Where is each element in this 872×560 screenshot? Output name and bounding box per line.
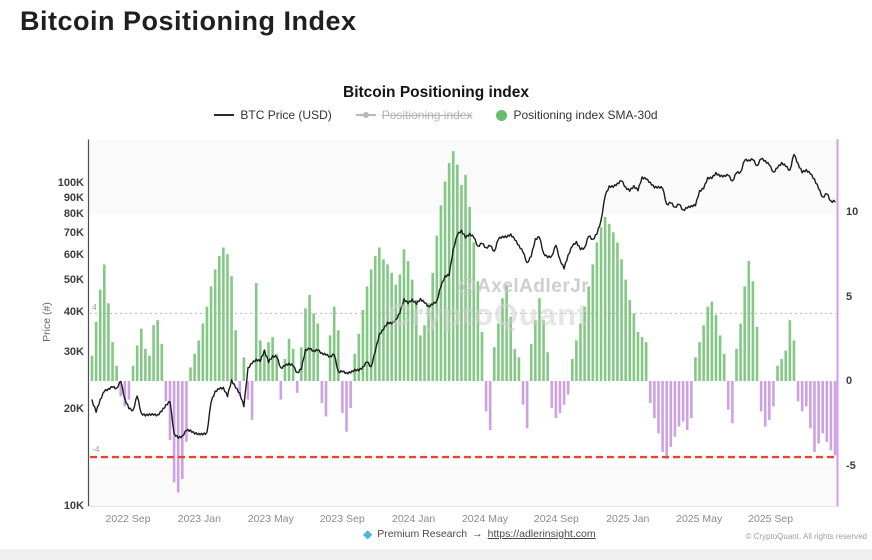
y-right-tick: 5: [846, 290, 853, 303]
brand-watermark: CryptoQuant: [388, 297, 589, 332]
y-left-tick: 100K: [57, 177, 84, 189]
x-axis-tick: 2024 Jan: [391, 513, 436, 525]
y-left-tick: 20K: [63, 402, 84, 415]
y-left-tick: 80K: [63, 208, 84, 221]
x-axis-tick: 2025 May: [676, 513, 723, 525]
diamond-icon: ◆: [363, 527, 373, 541]
premium-research-footer: ◆ Premium Research → https://adlerinsigh…: [363, 528, 596, 540]
x-axis-tick: 2024 May: [461, 513, 509, 525]
x-axis-tick: 2025 Jan: [606, 513, 650, 525]
y-left-tick: 90K: [63, 191, 84, 204]
gray-threshold-label: 4: [92, 302, 97, 313]
x-axis-tick: 2023 Jan: [177, 513, 221, 525]
x-axis-tick: 2022 Sep: [105, 513, 151, 525]
author-watermark: @AxelAdlerJr: [458, 276, 590, 297]
x-axis-tick: 2023 May: [247, 513, 294, 525]
y-left-tick: 60K: [63, 248, 84, 261]
premium-research-label: Premium Research: [377, 528, 468, 540]
y-left-tick: 40K: [63, 305, 84, 318]
x-axis-tick: 2025 Sep: [748, 513, 794, 525]
y-right-tick: 0: [846, 375, 853, 387]
adlerinsight-link[interactable]: https://adlerinsight.com: [487, 528, 596, 540]
copyright-notice: © CryptoQuant. All rights reserved: [745, 532, 868, 541]
y-right-tick: 10: [846, 206, 859, 218]
y-left-tick: 70K: [63, 227, 84, 240]
y-left-tick: 10K: [63, 500, 84, 512]
arrow-icon: →: [472, 528, 483, 540]
red-threshold-label: -4: [92, 444, 100, 455]
y-right-tick: -5: [846, 459, 856, 472]
x-axis-tick: 2023 Sep: [319, 513, 365, 525]
y-left-tick: 50K: [63, 274, 84, 287]
x-axis-tick: 2024 Sep: [533, 513, 579, 525]
y-axis-title: Price (#): [41, 302, 53, 342]
bottom-strip: [0, 549, 872, 560]
y-left-tick: 30K: [63, 345, 84, 358]
